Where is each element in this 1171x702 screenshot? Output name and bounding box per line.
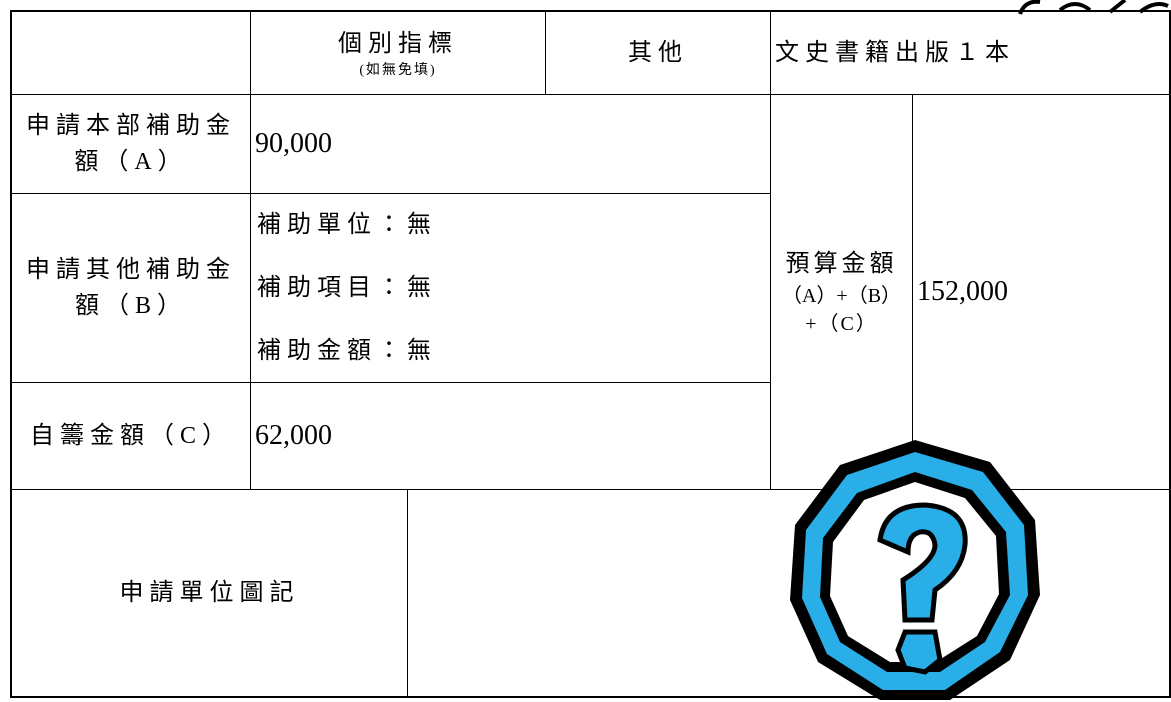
rule — [10, 94, 1171, 95]
detail: 補助項目：無 — [257, 274, 437, 301]
indicator-note: (如無免填) — [359, 63, 437, 78]
budget-label: +（C） — [805, 313, 878, 335]
row-label-line: 申請本部補助金 — [26, 113, 236, 139]
amount: 90,000 — [255, 128, 332, 159]
rule — [10, 10, 12, 698]
rule — [10, 382, 770, 383]
indicator: 個別指標 — [338, 31, 458, 57]
other-cell: 其他 — [546, 12, 770, 94]
other: 其他 — [628, 40, 688, 66]
rule — [1169, 10, 1171, 698]
row-label-line: 額（A） — [74, 149, 188, 175]
amount: 62,000 — [255, 420, 332, 451]
row-label-line: 申請其他補助金 — [26, 257, 236, 283]
detail: 補助金額：無 — [257, 337, 437, 364]
budget-value: 152,000 — [917, 276, 1008, 307]
seal-label-cell: 申請單位圖記 — [12, 490, 407, 696]
other-value: 文史書籍出版１本 — [775, 40, 1015, 66]
detail: 補助單位：無 — [257, 212, 437, 239]
rule — [545, 10, 546, 95]
budget-label: （A）+（B） — [781, 285, 902, 307]
rule — [250, 10, 251, 490]
rule — [10, 193, 770, 194]
row-label-line: 自籌金額（C） — [29, 423, 232, 449]
seal-label: 申請單位圖記 — [119, 580, 300, 606]
row-label-line: 額（B） — [74, 293, 187, 319]
rule — [10, 489, 1171, 490]
rule — [912, 94, 913, 490]
row-label: 自籌金額（C） — [12, 383, 250, 489]
budget-label-cell: 預算金額 （A）+（B） +（C） — [771, 95, 912, 489]
rule — [770, 10, 771, 490]
budget-value-cell: 152,000 — [913, 95, 1169, 489]
indicator-cell: 個別指標 (如無免填) — [251, 12, 545, 94]
budget-label: 預算金額 — [785, 251, 898, 277]
rule — [407, 489, 408, 698]
rule — [10, 696, 1171, 698]
row-label: 申請其他補助金 額（B） — [12, 194, 250, 382]
value-cell: 90,000 — [251, 95, 770, 193]
details-cell: 補助單位：無 補助項目：無 補助金額：無 — [251, 194, 770, 382]
other-value-cell: 文史書籍出版１本 — [771, 12, 1169, 94]
row-label: 申請本部補助金 額（A） — [12, 95, 250, 193]
rule — [10, 10, 1171, 12]
value-cell: 62,000 — [251, 383, 770, 489]
